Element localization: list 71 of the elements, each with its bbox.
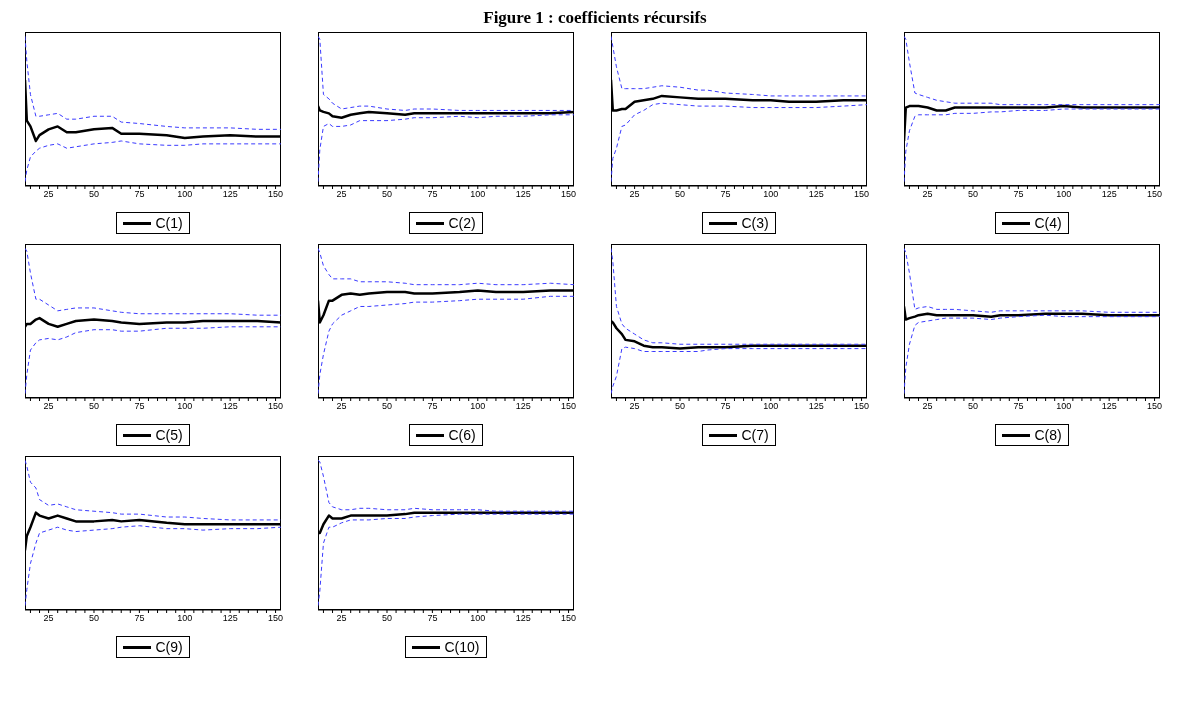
x-tick-label: 100 — [763, 189, 779, 200]
x-tick-label: 100 — [763, 401, 779, 412]
x-tick-label: 150 — [1147, 401, 1163, 412]
legend-label: C(8) — [1034, 427, 1062, 443]
x-tick-label: 50 — [88, 189, 99, 200]
x-tick-label: 150 — [268, 401, 284, 412]
x-tick-label: 125 — [515, 189, 531, 200]
x-tick-label: 50 — [381, 401, 392, 412]
legend-label: C(3) — [741, 215, 769, 231]
x-tick-label: 50 — [381, 189, 392, 200]
x-tick-label: 100 — [177, 613, 193, 624]
x-tick-label: 75 — [1013, 401, 1024, 412]
x-tick-label: 75 — [1013, 189, 1024, 200]
x-tick-label: 25 — [922, 401, 933, 412]
x-tick-label: 100 — [470, 613, 486, 624]
x-tick-label: 75 — [134, 401, 145, 412]
x-tick-label: 25 — [336, 401, 347, 412]
x-tick-label: 100 — [470, 401, 486, 412]
x-tick-label: 125 — [1101, 189, 1117, 200]
legend-label: C(1) — [155, 215, 183, 231]
x-tick-label: 50 — [674, 189, 685, 200]
x-tick-label: 125 — [1101, 401, 1117, 412]
x-tick-label: 50 — [674, 401, 685, 412]
x-tick-label: 150 — [268, 613, 284, 624]
x-tick-label: 125 — [222, 613, 238, 624]
legend-label: C(4) — [1034, 215, 1062, 231]
x-tick-label: 100 — [1056, 401, 1072, 412]
x-tick-label: 25 — [43, 401, 54, 412]
x-tick-label: 150 — [268, 189, 284, 200]
x-tick-label: 125 — [515, 401, 531, 412]
legend-label: C(7) — [741, 427, 769, 443]
x-tick-label: 100 — [1056, 189, 1072, 200]
legend-label: C(9) — [155, 639, 183, 655]
x-tick-label: 25 — [43, 613, 54, 624]
x-tick-label: 150 — [854, 189, 870, 200]
x-tick-label: 75 — [134, 189, 145, 200]
x-tick-label: 125 — [808, 189, 824, 200]
x-tick-label: 75 — [427, 401, 438, 412]
x-tick-label: 150 — [1147, 189, 1163, 200]
legend-label: C(10) — [444, 639, 480, 655]
x-tick-label: 100 — [177, 401, 193, 412]
x-tick-label: 75 — [720, 189, 731, 200]
x-tick-label: 25 — [629, 401, 640, 412]
x-tick-label: 100 — [470, 189, 486, 200]
x-tick-label: 25 — [336, 189, 347, 200]
x-tick-label: 125 — [808, 401, 824, 412]
x-tick-label: 150 — [561, 401, 577, 412]
x-tick-label: 50 — [381, 613, 392, 624]
x-tick-label: 100 — [177, 189, 193, 200]
x-tick-label: 75 — [720, 401, 731, 412]
x-tick-label: 50 — [967, 401, 978, 412]
x-tick-label: 25 — [43, 189, 54, 200]
x-tick-label: 25 — [336, 613, 347, 624]
legend-label: C(2) — [448, 215, 476, 231]
x-tick-label: 150 — [561, 189, 577, 200]
x-tick-label: 150 — [561, 613, 577, 624]
x-tick-label: 125 — [515, 613, 531, 624]
x-tick-label: 75 — [427, 613, 438, 624]
x-tick-label: 50 — [88, 401, 99, 412]
x-tick-label: 75 — [134, 613, 145, 624]
x-tick-label: 50 — [88, 613, 99, 624]
x-tick-label: 75 — [427, 189, 438, 200]
x-tick-label: 150 — [854, 401, 870, 412]
x-tick-label: 125 — [222, 401, 238, 412]
x-tick-label: 25 — [629, 189, 640, 200]
x-tick-label: 50 — [967, 189, 978, 200]
legend-label: C(6) — [448, 427, 476, 443]
legend-label: C(5) — [155, 427, 183, 443]
x-tick-label: 125 — [222, 189, 238, 200]
chart-title: Figure 1 : coefficients récursifs — [482, 8, 708, 28]
x-tick-label: 25 — [922, 189, 933, 200]
